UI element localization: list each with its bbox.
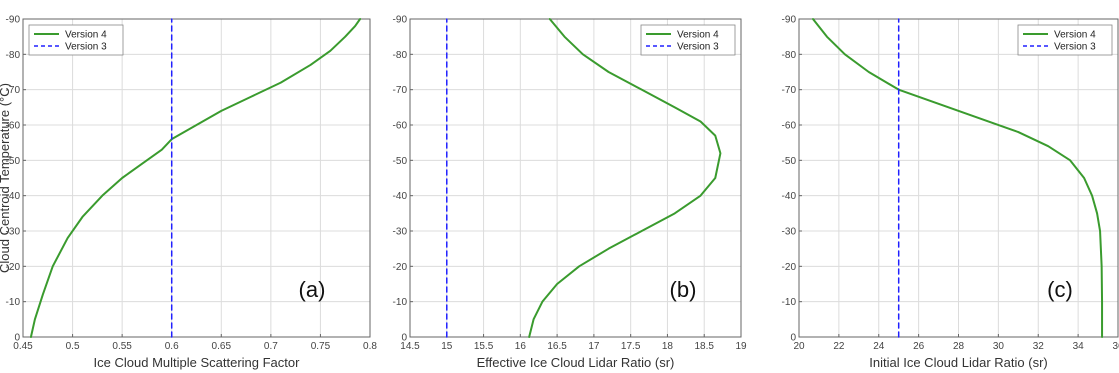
x-tick-label: 17.5 [621, 341, 641, 352]
y-tick-label: 0 [14, 333, 20, 344]
x-tick-label: 28 [953, 341, 965, 352]
y-tick-label: -20 [393, 262, 408, 273]
y-tick-label: -10 [782, 297, 797, 308]
y-tick-label: -30 [6, 227, 21, 238]
y-tick-label: -70 [6, 85, 21, 96]
series-line-version-4 [29, 18, 362, 338]
x-tick-label: 15 [441, 341, 453, 352]
x-tick-label: 0.55 [112, 341, 132, 352]
y-tick-label: -60 [393, 121, 408, 132]
x-tick-label: 16.5 [547, 341, 567, 352]
x-tick-label: 15.5 [474, 341, 494, 352]
x-axis-label: Effective Ice Cloud Lidar Ratio (sr) [477, 355, 675, 370]
y-tick-label: -60 [6, 121, 21, 132]
legend-entry: Version 4 [677, 30, 719, 41]
legend-box [640, 24, 736, 56]
panel-label: (a) [299, 277, 326, 302]
panel-label: (b) [670, 277, 697, 302]
chart-panel-3: 20 22 24 26 28 30 32 34 36 0 -10 -20 -30 -40 -50 -60 -70… [782, 15, 1119, 371]
x-axis-label: Ice Cloud Multiple Scattering Factor [94, 355, 301, 370]
y-tick-label: 0 [401, 333, 407, 344]
legend-box [28, 24, 124, 56]
y-tick-label: -20 [782, 262, 797, 273]
x-tick-label: 0.75 [311, 341, 331, 352]
y-tick-label: -80 [6, 50, 21, 61]
y-axis-label: Cloud Centroid Temperature (°C) [0, 83, 12, 273]
y-tick-label: -70 [782, 85, 797, 96]
y-tick-label: -90 [393, 15, 408, 26]
chart-panel-1: 0.45 0.5 0.55 0.6 0.65 0.7 0.75 0.8 0 -10 -20 -30 -4… [0, 15, 377, 371]
x-tick-label: 24 [873, 341, 885, 352]
y-tick-label: -70 [393, 85, 408, 96]
y-tick-label: -40 [6, 191, 21, 202]
x-tick-label: 19 [735, 341, 747, 352]
x-tick-label: 26 [913, 341, 925, 352]
y-tick-label: -30 [393, 227, 408, 238]
x-tick-label: 22 [833, 341, 845, 352]
y-tick-label: -30 [782, 227, 797, 238]
panel-label: (c) [1047, 277, 1073, 302]
x-tick-label: 0.8 [363, 341, 377, 352]
legend-box [1017, 24, 1113, 56]
series-line-version-4 [528, 18, 722, 338]
x-tick-label: 0.65 [212, 341, 232, 352]
x-tick-label: 0.5 [66, 341, 80, 352]
y-tick-label: -90 [782, 15, 797, 26]
plot-area [23, 19, 370, 337]
x-tick-label: 16 [515, 341, 527, 352]
y-tick-label: -50 [782, 156, 797, 167]
x-tick-label: 0.45 [13, 341, 33, 352]
legend-entry: Version 4 [1054, 30, 1096, 41]
legend-entry: Version 3 [1054, 42, 1096, 53]
y-tick-label: -60 [782, 121, 797, 132]
x-tick-label: 18.5 [694, 341, 714, 352]
y-tick-label: -10 [393, 297, 408, 308]
legend-entry: Version 3 [677, 42, 719, 53]
y-tick-label: -50 [6, 156, 21, 167]
x-tick-label: 14.5 [400, 341, 420, 352]
x-tick-label: 30 [993, 341, 1005, 352]
x-tick-label: 0.6 [165, 341, 179, 352]
y-tick-label: -20 [6, 262, 21, 273]
x-tick-label: 17 [588, 341, 600, 352]
y-tick-label: -80 [393, 50, 408, 61]
x-tick-label: 32 [1033, 341, 1045, 352]
legend-entry: Version 4 [65, 30, 107, 41]
y-tick-label: -40 [393, 191, 408, 202]
x-tick-label: 20 [793, 341, 805, 352]
axes-frame [409, 18, 742, 338]
x-tick-label: 34 [1073, 341, 1085, 352]
y-tick-label: -40 [782, 191, 797, 202]
x-tick-label: 36 [1112, 341, 1119, 352]
plot-area [410, 19, 741, 337]
series-line-version-4 [811, 18, 1104, 338]
x-tick-label: 18 [662, 341, 674, 352]
x-tick-label: 0.7 [264, 341, 278, 352]
axes-frame [22, 18, 371, 338]
y-tick-label: -90 [6, 15, 21, 26]
legend-entry: Version 3 [65, 42, 107, 53]
y-tick-label: -80 [782, 50, 797, 61]
y-tick-label: -10 [6, 297, 21, 308]
chart-panel-2: 14.5 15 15.5 16 16.5 17 17.5 18 18.5 19 0 -10 -20 -30… [393, 15, 747, 371]
y-tick-label: 0 [790, 333, 796, 344]
x-axis-label: Initial Ice Cloud Lidar Ratio (sr) [869, 355, 1047, 370]
y-tick-label: -50 [393, 156, 408, 167]
